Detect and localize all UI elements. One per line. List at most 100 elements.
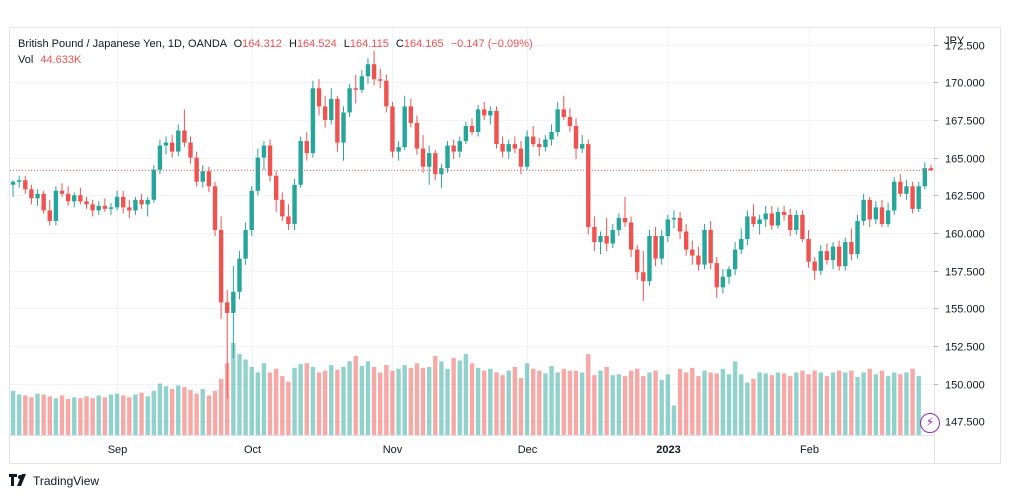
candle-body — [231, 291, 236, 313]
candle-body — [910, 186, 915, 209]
candle-body — [739, 239, 744, 250]
lightning-icon[interactable]: ⚡ — [920, 413, 940, 433]
candle — [341, 106, 346, 161]
volume-bar — [751, 378, 756, 435]
candle — [800, 210, 805, 243]
candle — [261, 141, 267, 170]
volume-bar — [849, 370, 854, 435]
candle — [335, 95, 340, 152]
candle-body — [255, 157, 261, 191]
volume-bar — [745, 382, 750, 435]
volume-bar — [843, 372, 848, 435]
candle — [598, 231, 603, 255]
candle — [530, 125, 536, 148]
candle — [628, 216, 634, 258]
candle — [873, 201, 879, 224]
volume-bar — [169, 389, 175, 435]
candle-body — [378, 79, 383, 81]
volume-bar — [714, 373, 719, 435]
candle — [916, 181, 921, 212]
candle-body — [353, 88, 358, 90]
candle-body — [518, 148, 524, 167]
volume-bar — [898, 374, 903, 435]
volume-bar — [910, 368, 915, 435]
candle-body — [482, 109, 487, 116]
volume-bar — [488, 368, 493, 435]
candle-body — [206, 171, 212, 187]
price-axis[interactable]: 172.500 170.000 167.500 165.000 162.500 160.0… — [934, 41, 985, 429]
candle — [347, 83, 352, 117]
candle-body — [598, 236, 603, 243]
price-tick-label: 172.500 — [945, 41, 985, 53]
candle — [72, 192, 77, 208]
candle — [200, 165, 205, 188]
candle-body — [41, 193, 46, 211]
volume-bar — [47, 396, 52, 435]
volume-bar — [537, 370, 542, 435]
volume-bar — [800, 370, 805, 435]
candle — [555, 101, 560, 137]
candle — [775, 207, 781, 229]
price-tick-label: 150.000 — [945, 380, 985, 392]
candle-body — [286, 216, 291, 224]
volume-bar — [335, 369, 340, 435]
candle-body — [90, 204, 95, 211]
candle — [433, 150, 438, 181]
candle-body — [800, 214, 805, 240]
volume-bar — [494, 372, 499, 435]
candle — [414, 115, 420, 155]
volume-bar — [500, 375, 505, 435]
candle-body — [10, 181, 16, 185]
candle — [506, 139, 511, 160]
candle — [892, 177, 897, 215]
volume-bar — [885, 376, 891, 435]
candle-body — [885, 210, 891, 224]
candle — [885, 202, 891, 227]
candle-body — [218, 229, 224, 303]
candle-body — [555, 109, 560, 133]
candle — [647, 229, 652, 286]
volume-bar — [151, 390, 157, 435]
volume-bar — [29, 397, 34, 435]
price-tick-label: 170.000 — [945, 78, 985, 90]
candle — [212, 181, 218, 237]
volume-bar — [635, 368, 640, 435]
candle — [384, 74, 389, 113]
candle-body — [806, 239, 811, 262]
candle — [249, 186, 254, 237]
volume-bar — [628, 370, 634, 435]
candle — [488, 106, 493, 125]
candle-body — [96, 205, 101, 211]
volume-bar — [231, 343, 236, 435]
time-tick-label: 2023 — [656, 444, 680, 456]
candle — [592, 216, 597, 252]
candle — [641, 251, 646, 301]
candle — [757, 214, 762, 235]
volume-bar — [298, 364, 303, 435]
candle — [543, 135, 548, 152]
chart-title: British Pound / Japanese Yen, 1D, OANDA — [18, 38, 227, 50]
time-axis[interactable]: Sep Oct Nov Dec 2023 Feb — [108, 444, 819, 456]
volume-bar — [665, 374, 671, 435]
candle-body — [102, 205, 108, 209]
volume-bar — [830, 372, 836, 435]
time-tick-label: Nov — [383, 444, 403, 456]
candle-body — [35, 193, 40, 199]
candle — [316, 79, 322, 116]
volume-bar — [176, 385, 181, 435]
volume-bar — [212, 390, 218, 435]
candle-body — [371, 64, 377, 80]
candle-body — [457, 141, 462, 152]
volume-bar — [188, 389, 193, 435]
candle-body — [329, 98, 334, 120]
candle — [310, 80, 316, 158]
candle-body — [72, 195, 77, 202]
candle-body — [114, 196, 120, 208]
volume-bar — [316, 372, 322, 435]
tradingview-footer[interactable]: TradingView — [9, 471, 99, 491]
candle — [463, 121, 469, 145]
volume-bar — [702, 370, 707, 435]
candle — [586, 139, 591, 235]
candle-body — [775, 211, 781, 226]
